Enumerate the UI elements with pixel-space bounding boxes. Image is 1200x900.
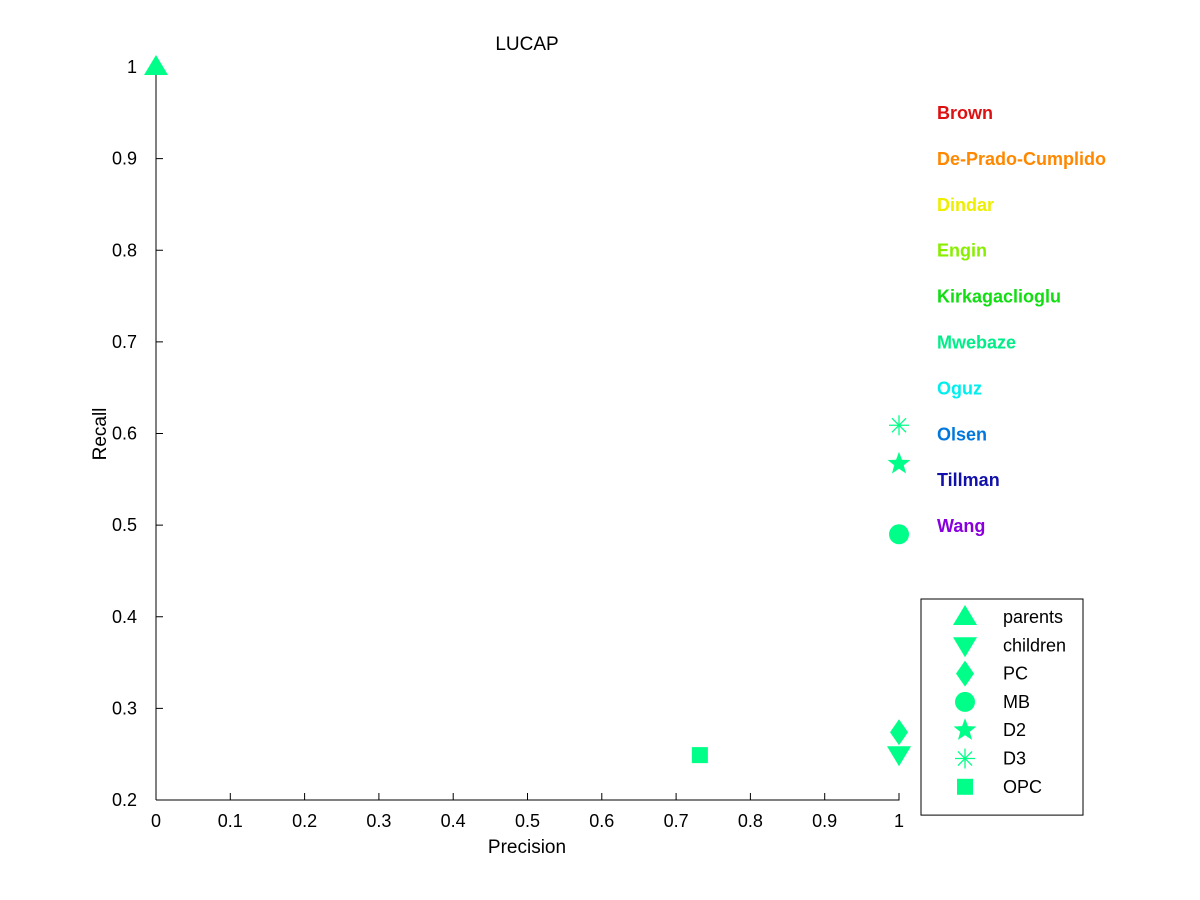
x-tick-label: 0.7	[664, 811, 689, 831]
team-label: Mwebaze	[937, 333, 1016, 353]
y-tick-label: 0.4	[112, 607, 137, 627]
legend-marker-parents	[953, 605, 977, 625]
legend-label: OPC	[1003, 777, 1042, 797]
legend-label: PC	[1003, 664, 1028, 684]
team-label: Dindar	[937, 195, 994, 215]
data-point-mb	[889, 524, 909, 545]
x-tick-label: 0.4	[441, 811, 466, 831]
x-tick-label: 0.5	[515, 811, 540, 831]
x-tick-label: 0.6	[589, 811, 614, 831]
x-tick-label: 0.8	[738, 811, 763, 831]
legend-label: D2	[1003, 720, 1026, 740]
legend-label: parents	[1003, 607, 1063, 627]
axes: 0 0.1 0.2 0.3 0.4 0.5 0.6 0.7 0.8 0.9 1 0.2 0.3 0.4 0.…	[112, 57, 904, 831]
legend-marker-d2	[953, 718, 977, 740]
y-tick-label: 0.8	[112, 240, 137, 260]
legend-label: children	[1003, 635, 1066, 655]
x-tick-label: 1	[894, 811, 904, 831]
x-tick-label: 0.3	[366, 811, 391, 831]
team-label: Oguz	[937, 378, 982, 398]
y-axis-label: Recall	[90, 408, 111, 461]
y-tick-label: 1	[127, 57, 137, 77]
legend-marker-pc	[956, 660, 974, 687]
team-label: Engin	[937, 241, 987, 261]
legend-marker-children	[953, 637, 977, 658]
data-point-d3	[889, 415, 909, 436]
data-point-opc	[691, 747, 708, 764]
team-label: Tillman	[937, 470, 1000, 490]
legend-label: D3	[1003, 749, 1026, 769]
team-label: Olsen	[937, 424, 987, 444]
x-axis-label: Precision	[488, 837, 566, 858]
data-point-parents	[144, 55, 168, 75]
team-label: Wang	[937, 516, 985, 536]
y-tick-label: 0.6	[112, 424, 137, 444]
team-labels: Brown De-Prado-Cumplido Dindar Engin Kirkaga…	[937, 103, 1106, 536]
legend-marker-opc	[957, 778, 973, 795]
x-tick-label: 0.9	[812, 811, 837, 831]
chart-title: LUCAP	[495, 34, 558, 55]
legend-marker-mb	[955, 691, 975, 712]
data-point-d2	[887, 451, 911, 474]
y-tick-label: 0.3	[112, 698, 137, 718]
team-label: Brown	[937, 103, 993, 123]
legend-label: MB	[1003, 692, 1030, 712]
legend-marker-d3	[955, 748, 975, 769]
legend-box	[920, 598, 1084, 816]
data-point-children	[887, 746, 911, 767]
y-tick-label: 0.7	[112, 332, 137, 352]
y-tick-label: 0.9	[112, 149, 137, 169]
data-point-pc	[890, 719, 908, 746]
x-tick-label: 0	[151, 811, 161, 831]
team-label: De-Prado-Cumplido	[937, 149, 1106, 169]
team-label: Kirkagaclioglu	[937, 287, 1061, 307]
x-tick-label: 0.2	[292, 811, 317, 831]
legend: parents children PC MB D2 D3 OPC	[920, 598, 1084, 816]
y-tick-label: 0.2	[112, 790, 137, 810]
x-tick-label: 0.1	[218, 811, 243, 831]
data-points	[144, 55, 911, 767]
y-tick-label: 0.5	[112, 515, 137, 535]
